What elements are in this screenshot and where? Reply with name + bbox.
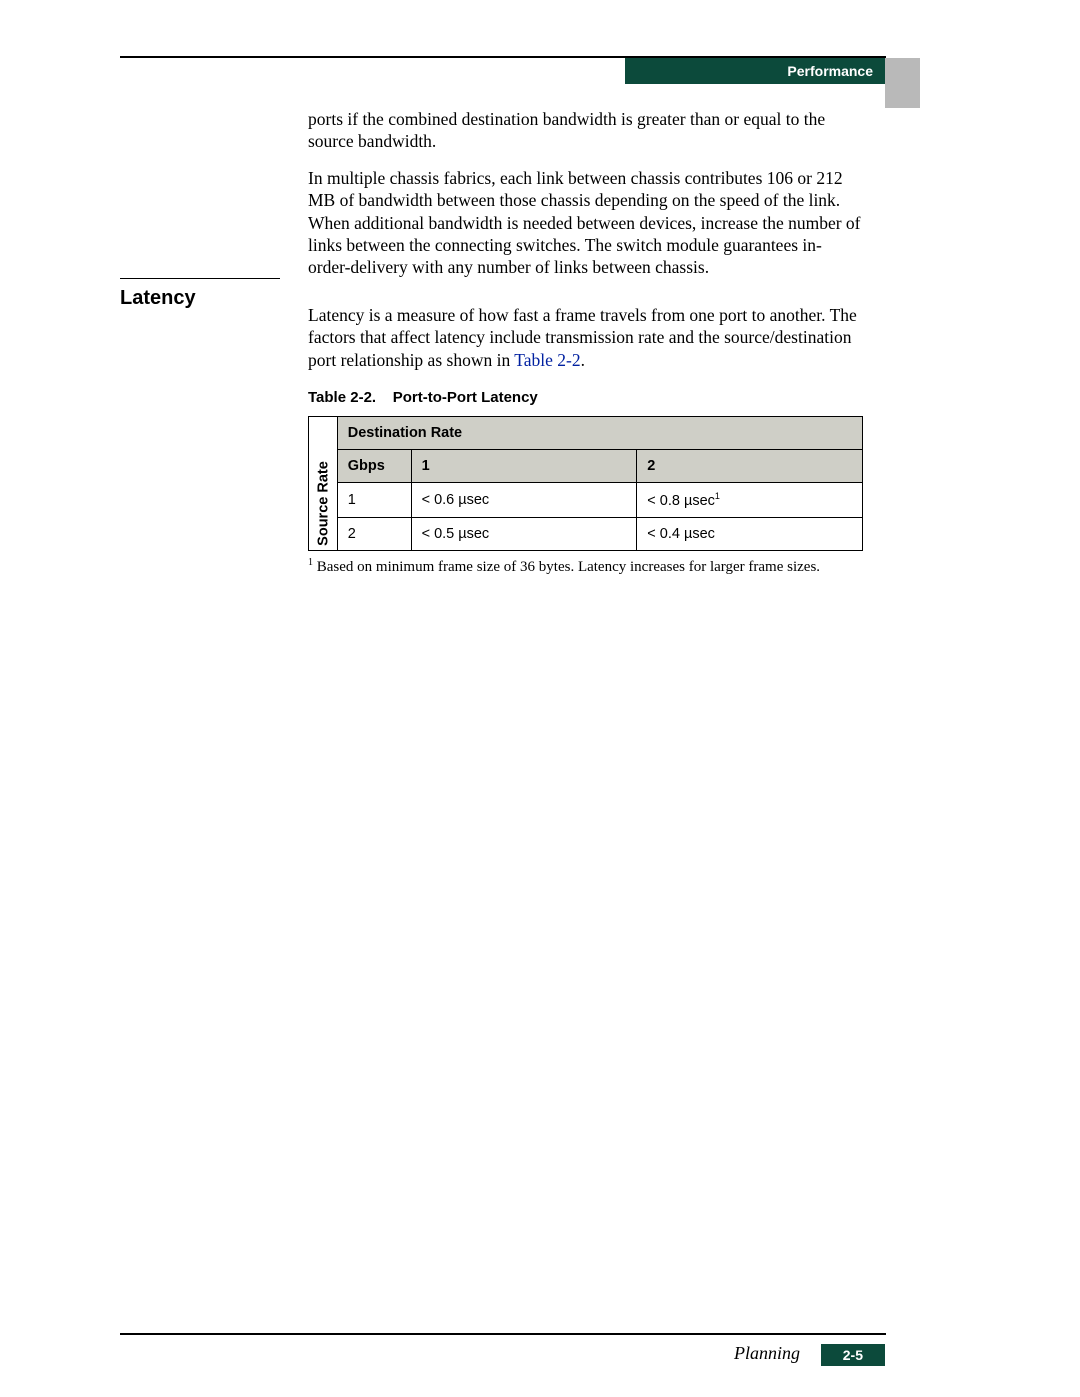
header-grey-bar <box>885 58 920 108</box>
col-header-2: 2 <box>637 450 863 483</box>
table-caption-prefix: Table 2-2. <box>308 389 376 406</box>
footer-title: Planning <box>734 1343 800 1364</box>
destination-rate-header: Destination Rate <box>337 417 862 450</box>
row1-val2-sup: 1 <box>715 491 720 501</box>
table-caption-title: Port-to-Port Latency <box>393 389 538 406</box>
table-caption: Table 2-2. Port-to-Port Latency <box>308 389 863 406</box>
col-header-1: 1 <box>411 450 637 483</box>
latency-text-b: . <box>581 350 585 370</box>
row1-val2: < 0.8 µsec1 <box>637 483 863 518</box>
latency-content: Latency is a measure of how fast a frame… <box>308 304 863 576</box>
latency-table: Source Rate Destination Rate Gbps 1 2 1 … <box>308 416 863 551</box>
header-tab: Performance <box>625 58 885 84</box>
gbps-header: Gbps <box>337 450 411 483</box>
paragraph-bandwidth-2: In multiple chassis fabrics, each link b… <box>308 167 863 279</box>
footer-rule <box>120 1333 886 1335</box>
intro-content: ports if the combined destination bandwi… <box>308 108 863 293</box>
paragraph-latency: Latency is a measure of how fast a frame… <box>308 304 863 371</box>
table-row: 1 < 0.6 µsec < 0.8 µsec1 <box>309 483 863 518</box>
section-rule <box>120 278 280 279</box>
row2-val1: < 0.5 µsec <box>411 518 637 551</box>
row2-label: 2 <box>337 518 411 551</box>
page: Performance ports if the combined destin… <box>0 0 1080 1397</box>
footer-page-number: 2-5 <box>821 1344 885 1366</box>
section-heading-wrap: Latency <box>120 278 295 310</box>
table-row: Source Rate Destination Rate <box>309 417 863 450</box>
source-rate-header: Source Rate <box>309 417 338 551</box>
row2-val2: < 0.4 µsec <box>637 518 863 551</box>
section-heading: Latency <box>120 287 295 310</box>
row1-val1: < 0.6 µsec <box>411 483 637 518</box>
table-reference-link[interactable]: Table 2-2 <box>514 350 580 370</box>
table-footnote: 1 Based on minimum frame size of 36 byte… <box>308 557 863 576</box>
table-row: Gbps 1 2 <box>309 450 863 483</box>
row1-val2-text: < 0.8 µsec <box>647 493 715 509</box>
footnote-text: Based on minimum frame size of 36 bytes.… <box>313 559 820 575</box>
row1-label: 1 <box>337 483 411 518</box>
table-row: 2 < 0.5 µsec < 0.4 µsec <box>309 518 863 551</box>
paragraph-bandwidth-1: ports if the combined destination bandwi… <box>308 108 863 153</box>
